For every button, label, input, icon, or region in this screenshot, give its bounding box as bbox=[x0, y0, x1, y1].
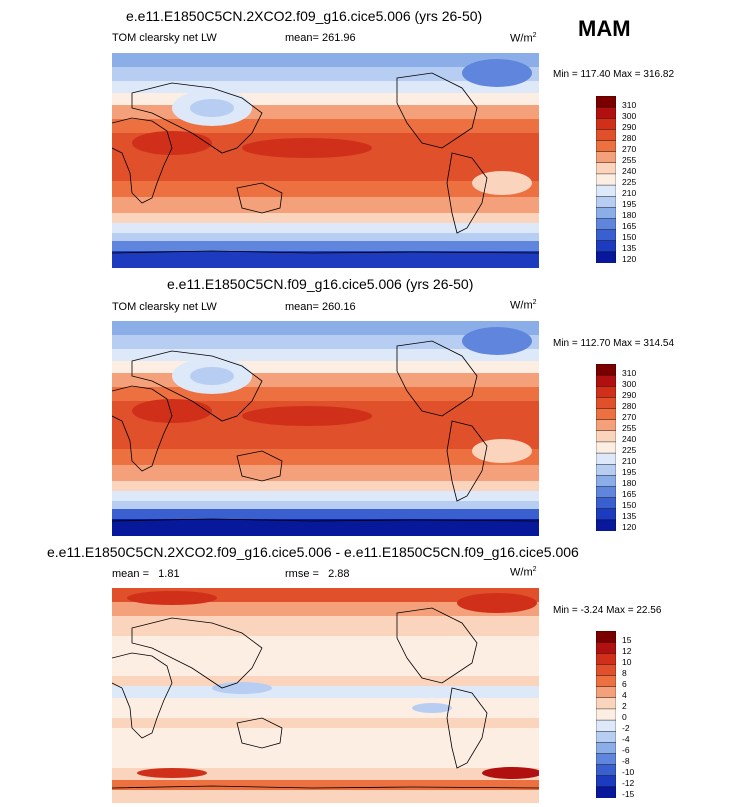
panel3-title: e.e11.E1850C5CN.2XCO2.f09_g16.cice5.006 … bbox=[47, 544, 579, 560]
colorbar-tick-label: 180 bbox=[622, 478, 637, 488]
colorbar-tick-label: 120 bbox=[622, 254, 637, 264]
colorbar-tick-label: 6 bbox=[622, 679, 627, 689]
colorbar-tick-label: 280 bbox=[622, 401, 637, 411]
panel2-units: W/m2 bbox=[510, 299, 537, 312]
colorbar-swatch bbox=[596, 786, 616, 798]
colorbar-tick-label: 210 bbox=[622, 188, 637, 198]
colorbar-tick-label: 225 bbox=[622, 445, 637, 455]
colorbar-tick-label: 150 bbox=[622, 232, 637, 242]
colorbar-tick-label: 240 bbox=[622, 166, 637, 176]
panel2-colorbar bbox=[596, 364, 616, 531]
panel1-title: e.e11.E1850C5CN.2XCO2.f09_g16.cice5.006 … bbox=[126, 8, 483, 24]
colorbar-tick-label: -10 bbox=[622, 767, 635, 777]
colorbar-swatch bbox=[596, 519, 616, 531]
panel1-units: W/m2 bbox=[510, 32, 537, 45]
colorbar-tick-label: -2 bbox=[622, 723, 630, 733]
colorbar-tick-label: 255 bbox=[622, 155, 637, 165]
colorbar-tick-label: 10 bbox=[622, 657, 632, 667]
colorbar-tick-label: 310 bbox=[622, 368, 637, 378]
colorbar-tick-label: 180 bbox=[622, 210, 637, 220]
panel1-map bbox=[112, 53, 539, 268]
panel3-minmax: Min = -3.24 Max = 22.56 bbox=[553, 605, 662, 616]
panel3-mean: mean = 1.81 bbox=[112, 568, 180, 580]
panel2-minmax: Min = 112.70 Max = 314.54 bbox=[553, 338, 675, 349]
colorbar-tick-label: -4 bbox=[622, 734, 630, 744]
colorbar-tick-label: 300 bbox=[622, 111, 637, 121]
panel3-colorbar-labels: 15 12 10 8 6 4 2 0 -2 -4 -6 -8 -10 -12 -… bbox=[600, 631, 660, 799]
colorbar-tick-label: 290 bbox=[622, 390, 637, 400]
colorbar-tick-label: 15 bbox=[622, 635, 632, 645]
colorbar-tick-label: 8 bbox=[622, 668, 627, 678]
colorbar-tick-label: 280 bbox=[622, 133, 637, 143]
panel1-mean: mean= 261.96 bbox=[285, 32, 356, 44]
colorbar-tick-label: 270 bbox=[622, 412, 637, 422]
panel1-minmax: Min = 117.40 Max = 316.82 bbox=[553, 69, 675, 80]
panel2-title: e.e11.E1850C5CN.f09_g16.cice5.006 (yrs 2… bbox=[167, 276, 474, 292]
colorbar-tick-label: 225 bbox=[622, 177, 637, 187]
panel2-colorbar-labels: 310 300 290 280 270 255 240 225 210 195 … bbox=[600, 364, 660, 532]
colorbar-tick-label: 310 bbox=[622, 100, 637, 110]
colorbar-tick-label: 195 bbox=[622, 199, 637, 209]
colorbar-tick-label: -12 bbox=[622, 778, 635, 788]
colorbar-tick-label: 290 bbox=[622, 122, 637, 132]
panel3-map bbox=[112, 588, 539, 803]
panel3-rmse: rmse = 2.88 bbox=[285, 568, 350, 580]
colorbar-tick-label: -6 bbox=[622, 745, 630, 755]
season-label: MAM bbox=[578, 16, 631, 41]
colorbar-tick-label: 210 bbox=[622, 456, 637, 466]
panel1-colorbar bbox=[596, 96, 616, 263]
colorbar-tick-label: 120 bbox=[622, 522, 637, 532]
colorbar-tick-label: 12 bbox=[622, 646, 632, 656]
panel1-variable-label: TOM clearsky net LW bbox=[112, 32, 217, 44]
colorbar-tick-label: 135 bbox=[622, 511, 637, 521]
colorbar-tick-label: 240 bbox=[622, 434, 637, 444]
colorbar-tick-label: 0 bbox=[622, 712, 627, 722]
colorbar-tick-label: -8 bbox=[622, 756, 630, 766]
colorbar-tick-label: 195 bbox=[622, 467, 637, 477]
colorbar-tick-label: -15 bbox=[622, 789, 635, 799]
colorbar-swatch bbox=[596, 251, 616, 263]
panel3-units: W/m2 bbox=[510, 566, 537, 579]
colorbar-tick-label: 150 bbox=[622, 500, 637, 510]
colorbar-tick-label: 4 bbox=[622, 690, 627, 700]
colorbar-tick-label: 165 bbox=[622, 489, 637, 499]
panel2-mean: mean= 260.16 bbox=[285, 301, 356, 313]
colorbar-tick-label: 300 bbox=[622, 379, 637, 389]
panel2-variable-label: TOM clearsky net LW bbox=[112, 301, 217, 313]
panel1-colorbar-labels: 310 300 290 280 270 255 240 225 210 195 … bbox=[600, 96, 660, 264]
colorbar-tick-label: 270 bbox=[622, 144, 637, 154]
panel3-colorbar bbox=[596, 631, 616, 798]
colorbar-tick-label: 135 bbox=[622, 243, 637, 253]
panel2-map bbox=[112, 321, 539, 536]
colorbar-tick-label: 255 bbox=[622, 423, 637, 433]
colorbar-tick-label: 2 bbox=[622, 701, 627, 711]
colorbar-tick-label: 165 bbox=[622, 221, 637, 231]
